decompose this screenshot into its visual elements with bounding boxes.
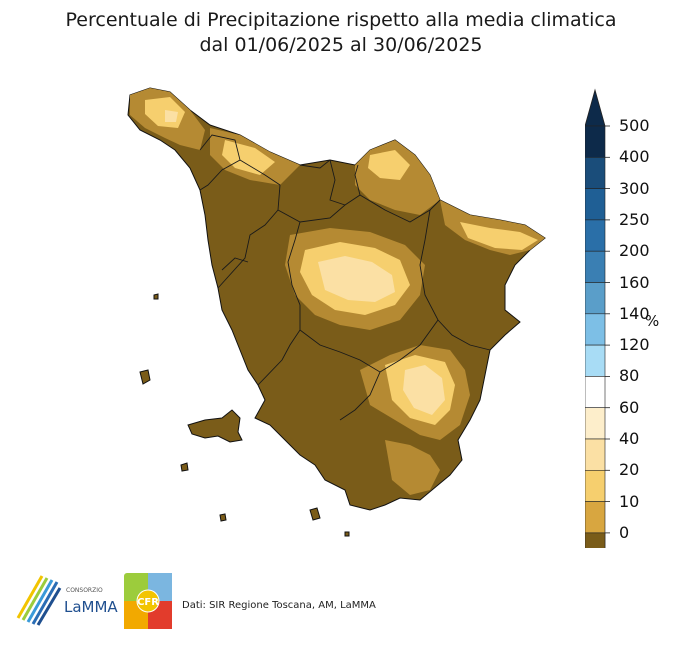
title-line-1: Percentuale di Precipitazione rispetto a… (65, 9, 617, 31)
legend-segment (584, 501, 606, 534)
legend-tick-label: 200 (619, 241, 650, 261)
province-borders (199, 134, 491, 421)
cfr-logo-name: CFR (137, 597, 159, 608)
legend-tick-label: 500 (619, 116, 650, 135)
legend-tick-label: 400 (619, 147, 650, 167)
capraia-island (139, 369, 151, 385)
legend-segment (584, 344, 606, 377)
legend-segment (584, 157, 606, 189)
gorgona-island (153, 293, 159, 300)
data-source-text: Dati: SIR Regione Toscana, AM, LaMMA (182, 600, 376, 611)
legend-tick-label: 40 (619, 429, 640, 448)
giglio-island (309, 507, 321, 521)
title-line-2: dal 01/06/2025 al 30/06/2025 (199, 34, 483, 56)
legend-segment (584, 438, 606, 471)
montecristo-island (219, 513, 227, 522)
precip-band-40-60 (165, 110, 445, 415)
legend-tick-label: 20 (619, 460, 640, 480)
giannutri-island (344, 531, 350, 537)
legend-unit: % (645, 312, 660, 330)
legend-tick-label: 140 (619, 303, 650, 323)
elba-island (187, 409, 243, 443)
legend-segment (584, 188, 606, 221)
legend-segment (584, 532, 606, 565)
color-legend: % 500 400 300 250 200 160 140 120 80 60 40 20 10 0 (584, 88, 675, 565)
legend-segment (584, 219, 606, 252)
legend-segment (584, 469, 606, 502)
legend-segment (584, 407, 606, 440)
map-title: Percentuale di Precipitazione rispetto a… (0, 8, 682, 58)
legend-tick-label: 300 (619, 178, 650, 198)
legend-segment (584, 250, 606, 283)
legend-segment (584, 282, 606, 315)
pianosa-island (180, 462, 189, 472)
legend-tick-label: 160 (619, 272, 650, 292)
cfr-logo: CFR (124, 573, 172, 629)
legend-tick-label: 80 (619, 366, 640, 386)
legend-tick-label: 10 (619, 491, 640, 511)
lamma-logo: CONSORZIO LaMMA (16, 575, 118, 626)
legend-tick-label: 120 (619, 335, 650, 355)
lamma-logo-name: LaMMA (64, 598, 118, 616)
legend-tick-label: 60 (619, 397, 640, 417)
lamma-logo-small-text: CONSORZIO (66, 587, 103, 594)
legend-segment (584, 376, 606, 408)
legend-tick-label: 0 (619, 522, 630, 542)
legend-arrow (584, 88, 606, 127)
legend-segment (584, 313, 606, 346)
legend-tick-label: 250 (619, 209, 650, 229)
legend-segment (584, 125, 606, 158)
